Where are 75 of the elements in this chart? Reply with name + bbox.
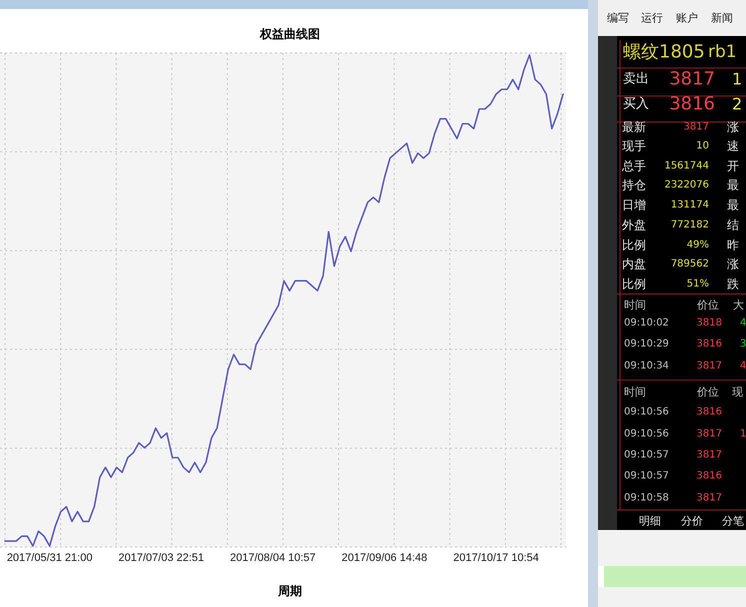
text: 卖出: [623, 72, 649, 86]
text: 账户: [676, 12, 698, 24]
text: 明细: [639, 514, 661, 528]
text: 日增: [622, 198, 646, 212]
text: 3817: [696, 450, 722, 460]
text: 内盘: [622, 257, 646, 271]
text: 3: [740, 338, 746, 350]
text: 3817: [696, 492, 722, 504]
text: 运行: [641, 12, 663, 24]
text: 最: [727, 198, 739, 212]
text: 09:10:56: [624, 428, 669, 440]
text: 3817: [696, 428, 722, 440]
text: 09:10:58: [624, 492, 669, 504]
x-tick-label: 2017/08/04 10:57: [230, 552, 316, 564]
text: 131174: [670, 200, 709, 210]
text: 速: [727, 139, 739, 153]
text: rb1: [708, 42, 737, 62]
text: 09:10:34: [624, 360, 669, 372]
text: 4: [740, 318, 746, 328]
text: 3817: [696, 360, 722, 372]
text: 2322076: [664, 180, 709, 190]
text: 总手: [621, 159, 646, 173]
text: 09:10:29: [624, 338, 669, 350]
text: 外盘: [622, 218, 646, 232]
text: 1561744: [664, 160, 709, 172]
text: 789562: [670, 258, 709, 270]
text: 涨: [727, 257, 739, 271]
text: 分价: [681, 514, 703, 528]
text: 买入: [623, 96, 649, 112]
text: 3818: [696, 318, 722, 328]
x-tick-label: 2017/09/06 14:48: [342, 552, 428, 564]
text: 比例: [622, 277, 646, 291]
x-axis-title: 周期: [277, 584, 302, 598]
text: 10: [696, 140, 709, 152]
text: 开: [727, 159, 739, 173]
text: 3816: [696, 470, 722, 482]
text: 涨: [727, 120, 739, 134]
text: 昨: [727, 238, 739, 252]
text: 49%: [686, 240, 709, 250]
text: 螺纹1805: [623, 42, 705, 62]
text: 3816: [669, 94, 715, 114]
text: 09:10:57: [624, 450, 669, 460]
text: 分笔: [722, 514, 744, 528]
text: 比例: [622, 238, 646, 252]
text: 持仓: [622, 178, 646, 192]
text: 3817: [684, 122, 709, 132]
chart-title: 权益曲线图: [259, 27, 320, 41]
text: 772182: [670, 220, 709, 230]
text: 2: [732, 94, 742, 114]
text: 3816: [696, 338, 722, 350]
text: 时间: [624, 386, 646, 398]
text: 现: [732, 386, 743, 398]
text: 编写: [607, 12, 629, 24]
text: 时间: [624, 298, 646, 312]
text: 51%: [686, 278, 709, 290]
text: 1: [732, 70, 742, 88]
text: 09:10:56: [624, 406, 669, 418]
text: 新闻: [711, 12, 733, 24]
x-tick-label: 2017/05/31 21:00: [6, 552, 92, 564]
text: 跌: [727, 277, 739, 291]
text: 价位: [696, 298, 719, 312]
x-tick-label: 2017/10/17 10:54: [453, 552, 539, 564]
text: 09:10:57: [624, 470, 669, 482]
text: 4: [740, 360, 746, 372]
text: 09:10:02: [624, 318, 669, 328]
text: 大: [733, 298, 744, 312]
text: 最新: [622, 120, 646, 134]
text: 价位: [696, 386, 719, 398]
x-tick-label: 2017/07/03 22:51: [118, 552, 204, 564]
text: 3816: [696, 406, 722, 418]
text: 现手: [622, 139, 646, 153]
text: 最: [727, 178, 739, 192]
text: 1: [740, 428, 746, 440]
text: 结: [727, 218, 739, 232]
text: 3817: [669, 68, 715, 90]
